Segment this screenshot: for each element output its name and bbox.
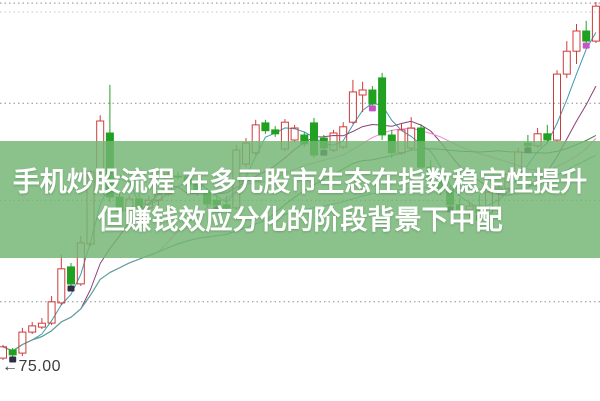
banner-title-line2: 但赚钱效应分化的阶段背景下中配 (97, 205, 503, 235)
banner-title-line1: 手机炒股流程 在多元股市生态在指数稳定性提升 (12, 167, 588, 197)
left-arrow-icon: ← (2, 358, 19, 375)
price-marker: ←75.00 (2, 358, 61, 376)
overlay-banner: 手机炒股流程 在多元股市生态在指数稳定性提升 但赚钱效应分化的阶段背景下中配 (0, 141, 600, 258)
price-marker-label: 75.00 (18, 358, 62, 375)
